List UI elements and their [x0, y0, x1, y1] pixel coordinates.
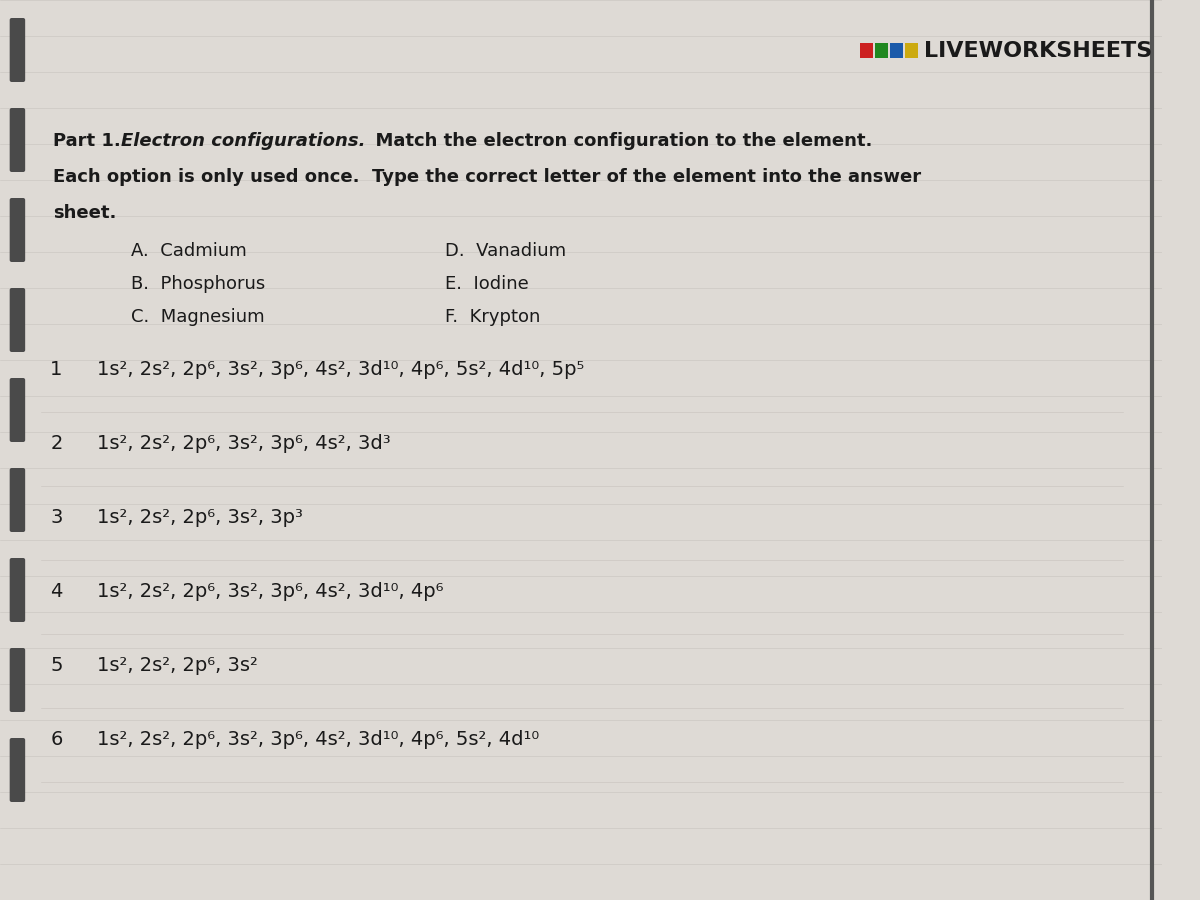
Text: LIVEWORKSHEETS: LIVEWORKSHEETS	[924, 40, 1153, 60]
Bar	[905, 43, 918, 58]
FancyBboxPatch shape	[10, 738, 25, 802]
Bar	[875, 43, 888, 58]
FancyBboxPatch shape	[10, 198, 25, 262]
Bar	[859, 43, 874, 58]
Text: C.  Magnesium: C. Magnesium	[131, 308, 264, 326]
Text: 4: 4	[50, 582, 62, 601]
Text: 1s², 2s², 2p⁶, 3s², 3p⁶, 4s², 3d¹⁰, 4p⁶: 1s², 2s², 2p⁶, 3s², 3p⁶, 4s², 3d¹⁰, 4p⁶	[97, 582, 443, 601]
Text: 1s², 2s², 2p⁶, 3s², 3p⁶, 4s², 3d¹⁰, 4p⁶, 5s², 4d¹⁰: 1s², 2s², 2p⁶, 3s², 3p⁶, 4s², 3d¹⁰, 4p⁶,…	[97, 730, 539, 749]
Bar	[889, 43, 904, 58]
FancyBboxPatch shape	[10, 378, 25, 442]
FancyBboxPatch shape	[10, 558, 25, 622]
Text: 3: 3	[50, 508, 62, 527]
Text: 6: 6	[50, 730, 62, 749]
Text: F.  Krypton: F. Krypton	[445, 308, 541, 326]
Text: A.  Cadmium: A. Cadmium	[131, 242, 246, 260]
FancyBboxPatch shape	[10, 288, 25, 352]
Text: 1: 1	[50, 360, 62, 379]
Text: 2: 2	[50, 434, 62, 453]
Text: B.  Phosphorus: B. Phosphorus	[131, 275, 265, 293]
Text: Each option is only used once.  Type the correct letter of the element into the : Each option is only used once. Type the …	[53, 168, 922, 186]
Text: 1s², 2s², 2p⁶, 3s², 3p³: 1s², 2s², 2p⁶, 3s², 3p³	[97, 508, 302, 527]
Text: Match the electron configuration to the element.: Match the electron configuration to the …	[364, 132, 872, 150]
Text: E.  Iodine: E. Iodine	[445, 275, 529, 293]
Text: sheet.: sheet.	[53, 204, 116, 222]
FancyBboxPatch shape	[10, 468, 25, 532]
Text: 1s², 2s², 2p⁶, 3s²: 1s², 2s², 2p⁶, 3s²	[97, 656, 258, 675]
Text: 1s², 2s², 2p⁶, 3s², 3p⁶, 4s², 3d³: 1s², 2s², 2p⁶, 3s², 3p⁶, 4s², 3d³	[97, 434, 390, 453]
Text: 5: 5	[50, 656, 62, 675]
FancyBboxPatch shape	[10, 648, 25, 712]
FancyBboxPatch shape	[10, 18, 25, 82]
Text: 1s², 2s², 2p⁶, 3s², 3p⁶, 4s², 3d¹⁰, 4p⁶, 5s², 4d¹⁰, 5p⁵: 1s², 2s², 2p⁶, 3s², 3p⁶, 4s², 3d¹⁰, 4p⁶,…	[97, 360, 584, 379]
Text: Electron configurations.: Electron configurations.	[121, 132, 366, 150]
Text: Part 1.: Part 1.	[53, 132, 133, 150]
Text: D.  Vanadium: D. Vanadium	[445, 242, 566, 260]
FancyBboxPatch shape	[10, 108, 25, 172]
